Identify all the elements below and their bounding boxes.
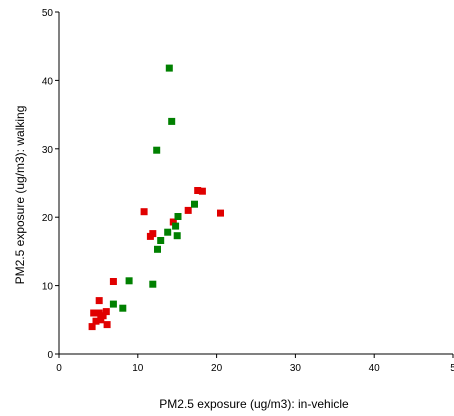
y-tick-label: 40 [42, 76, 54, 87]
data-point [184, 206, 192, 214]
data-point [153, 146, 161, 154]
data-point [125, 277, 133, 285]
x-tick-label: 10 [132, 363, 144, 374]
data-point [88, 323, 96, 331]
data-point [95, 297, 103, 305]
data-point [191, 200, 198, 208]
data-point [97, 316, 105, 324]
y-tick-label: 10 [42, 282, 54, 293]
data-point [198, 187, 206, 195]
data-point [149, 230, 157, 238]
data-point [217, 209, 224, 217]
data-point [109, 300, 117, 308]
y-axis-title: PM2.5 exposure (ug/m3): walking [13, 106, 27, 285]
data-point [172, 222, 180, 230]
x-axis-title: PM2.5 exposure (ug/m3): in-vehicle [159, 397, 349, 411]
data-point [149, 280, 157, 288]
data-point [173, 232, 181, 240]
data-point [119, 304, 127, 312]
x-tick-label: 0 [56, 363, 62, 374]
data-point [165, 64, 173, 72]
y-tick-label: 30 [42, 145, 54, 156]
data-point [157, 237, 165, 244]
data-point [194, 187, 202, 194]
data-point [174, 213, 182, 220]
data-points [88, 64, 224, 331]
x-tick-label: 5 [450, 363, 454, 374]
data-point [169, 218, 177, 226]
x-tick-label: 20 [211, 363, 223, 374]
y-tick-label: 20 [42, 213, 54, 224]
data-point [164, 228, 172, 236]
x-axis-ticks: 0 10 20 30 40 5 [56, 354, 454, 374]
data-point [168, 117, 176, 125]
y-tick-label: 0 [47, 350, 53, 361]
axes [58, 12, 453, 355]
data-point [154, 245, 161, 253]
data-point [92, 317, 100, 325]
data-point [109, 278, 117, 285]
x-tick-label: 40 [369, 363, 381, 374]
data-point [90, 309, 98, 317]
data-point [99, 312, 107, 320]
data-point [103, 321, 111, 329]
data-point [140, 208, 148, 216]
y-axis-ticks: 0 10 20 30 40 50 [42, 8, 59, 361]
y-tick-label: 50 [42, 8, 54, 19]
data-point [102, 308, 110, 316]
x-tick-label: 30 [290, 363, 302, 374]
data-point [95, 309, 103, 317]
